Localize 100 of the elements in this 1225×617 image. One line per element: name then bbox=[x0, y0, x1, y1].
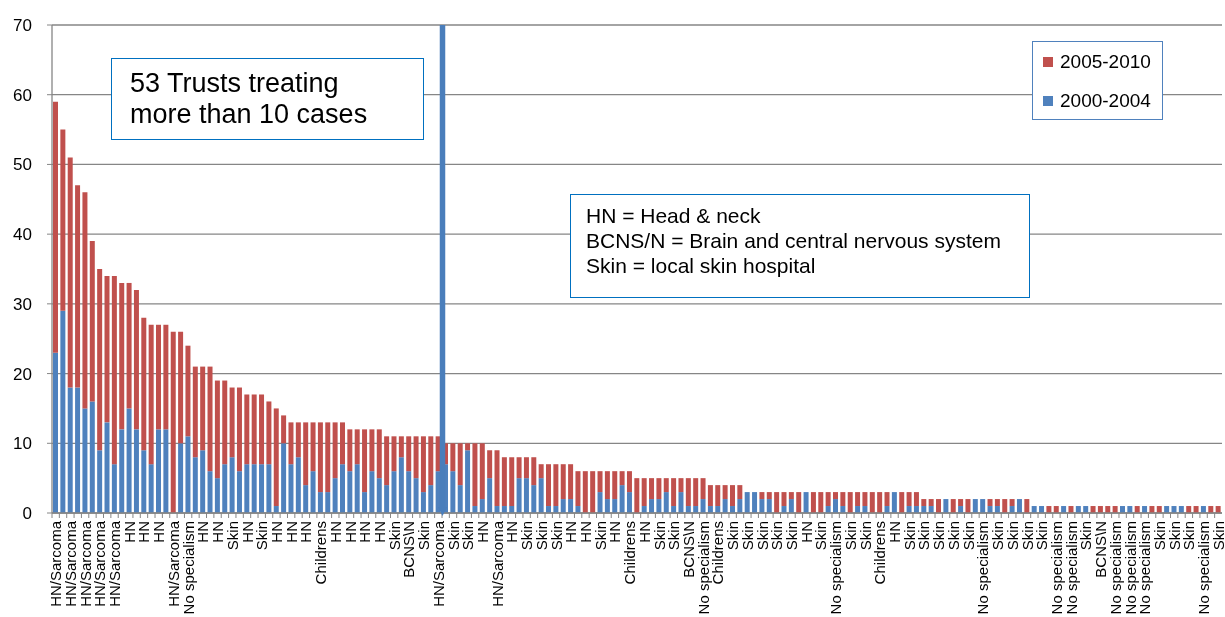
bar bbox=[715, 485, 721, 507]
bar bbox=[288, 464, 294, 513]
bar bbox=[339, 464, 345, 513]
annotation: 53 Trusts treating more than 10 cases bbox=[130, 68, 369, 130]
bar bbox=[192, 366, 198, 458]
bar bbox=[200, 366, 206, 451]
bar bbox=[582, 471, 588, 513]
bar bbox=[303, 485, 309, 513]
bar bbox=[141, 450, 147, 513]
bar bbox=[126, 408, 132, 513]
bar bbox=[222, 464, 228, 513]
bar bbox=[612, 471, 618, 500]
bar bbox=[523, 457, 529, 479]
bar bbox=[295, 457, 301, 513]
bar bbox=[1016, 499, 1022, 513]
bar bbox=[428, 485, 434, 513]
bar bbox=[906, 492, 912, 507]
bar bbox=[428, 436, 434, 486]
bar bbox=[501, 457, 507, 507]
bar bbox=[833, 499, 838, 513]
bar bbox=[855, 492, 861, 507]
bar bbox=[958, 499, 964, 507]
bar bbox=[236, 387, 242, 472]
bar bbox=[663, 478, 669, 493]
bar bbox=[465, 450, 471, 513]
bar bbox=[685, 478, 691, 507]
bar bbox=[266, 464, 272, 513]
bar bbox=[516, 478, 522, 513]
bar bbox=[759, 492, 765, 500]
x-tick-label: Skin bbox=[812, 521, 830, 551]
bar bbox=[494, 450, 500, 507]
bar bbox=[148, 324, 154, 465]
bar bbox=[295, 422, 301, 458]
bar bbox=[737, 499, 743, 513]
bar bbox=[840, 492, 846, 507]
bar bbox=[487, 478, 493, 513]
bar bbox=[803, 492, 809, 513]
bar bbox=[531, 457, 537, 486]
x-tick-label: BCNS\N bbox=[400, 521, 418, 578]
bar bbox=[141, 317, 147, 451]
bar bbox=[75, 387, 81, 513]
bar bbox=[170, 331, 176, 513]
bar bbox=[369, 429, 375, 472]
y-tick-label: 40 bbox=[13, 225, 32, 245]
bar bbox=[332, 422, 338, 479]
bar bbox=[1024, 499, 1030, 513]
bar bbox=[891, 492, 897, 513]
bar bbox=[568, 464, 574, 500]
x-tick-label: Skin bbox=[1150, 521, 1168, 551]
x-tick-label: Skin bbox=[547, 521, 565, 551]
bar bbox=[818, 492, 824, 513]
bar bbox=[928, 499, 934, 507]
bar bbox=[111, 275, 117, 465]
bar bbox=[259, 394, 265, 465]
x-tick-label: Skin bbox=[1018, 521, 1036, 551]
bar bbox=[612, 499, 618, 513]
bar bbox=[531, 485, 537, 513]
bar bbox=[590, 471, 596, 513]
x-tick-label: Skin bbox=[856, 521, 874, 551]
bar bbox=[553, 464, 559, 507]
y-tick-label: 30 bbox=[13, 294, 32, 314]
bar bbox=[597, 492, 603, 513]
bar bbox=[60, 310, 66, 513]
bar bbox=[347, 429, 353, 472]
bar bbox=[899, 492, 905, 513]
bar bbox=[391, 471, 397, 513]
bar bbox=[325, 422, 331, 493]
bar bbox=[406, 436, 412, 472]
bar bbox=[97, 269, 103, 451]
bar bbox=[369, 471, 375, 513]
bar bbox=[406, 471, 412, 513]
bar bbox=[788, 492, 794, 500]
bar bbox=[972, 499, 978, 513]
bar bbox=[156, 429, 162, 513]
x-tick-label: No specialism bbox=[974, 521, 992, 615]
bar bbox=[192, 457, 198, 513]
bar bbox=[273, 408, 279, 507]
x-tick-label: Skin bbox=[444, 521, 462, 551]
x-tick-label: Skin bbox=[1180, 521, 1198, 551]
bar bbox=[156, 324, 162, 430]
bar bbox=[744, 492, 750, 513]
bar bbox=[729, 485, 735, 507]
bar bbox=[663, 492, 669, 513]
bar bbox=[936, 499, 942, 513]
bar bbox=[619, 485, 625, 513]
bar bbox=[332, 478, 338, 513]
x-tick-label: No specialism bbox=[179, 521, 197, 615]
bar bbox=[862, 492, 868, 507]
bar bbox=[281, 443, 287, 513]
bar bbox=[516, 457, 522, 479]
bar bbox=[82, 192, 88, 409]
bar bbox=[641, 478, 647, 507]
bar bbox=[354, 464, 360, 513]
bar bbox=[877, 492, 883, 513]
bar bbox=[347, 471, 353, 513]
bar bbox=[222, 380, 228, 465]
bar bbox=[384, 436, 390, 486]
bar bbox=[97, 450, 103, 513]
bar bbox=[325, 492, 331, 513]
bar bbox=[774, 492, 780, 513]
